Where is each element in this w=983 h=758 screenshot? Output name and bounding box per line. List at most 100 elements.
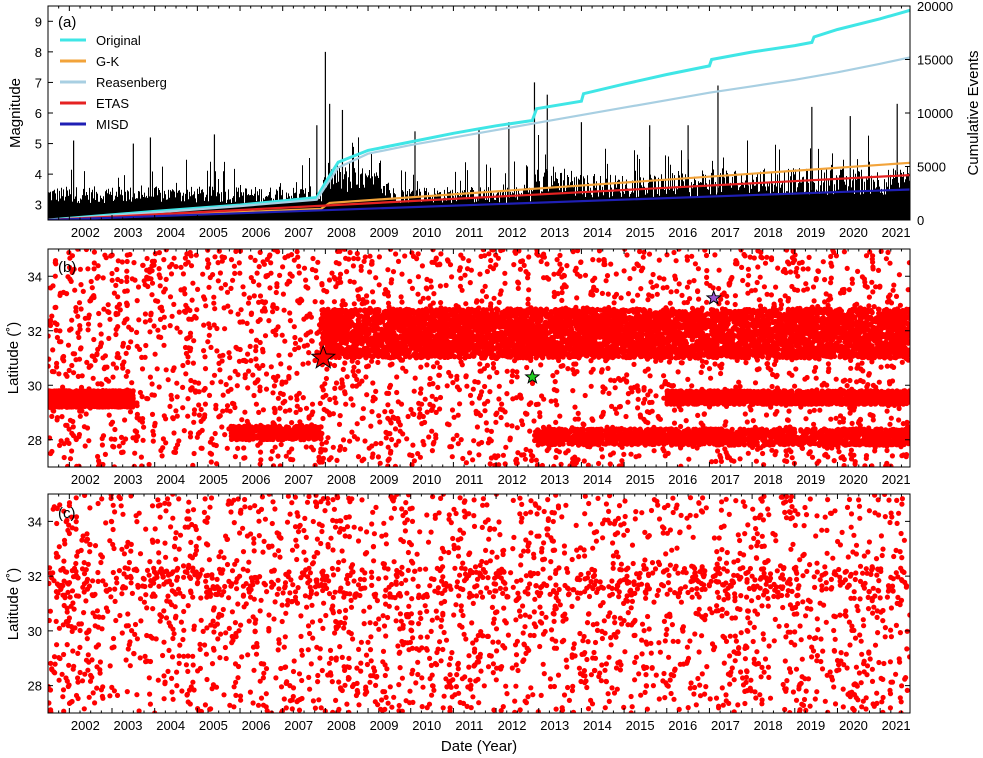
event-point	[287, 407, 293, 413]
event-point	[73, 305, 79, 311]
event-point	[854, 301, 860, 307]
event-point	[194, 307, 200, 313]
event-point	[342, 360, 348, 366]
event-point	[66, 367, 72, 373]
event-point	[396, 419, 402, 425]
event-point	[607, 461, 613, 467]
event-point	[527, 448, 534, 454]
event-point	[276, 352, 282, 358]
event-point	[320, 387, 326, 393]
event-point	[54, 364, 60, 370]
event-point	[253, 401, 259, 407]
event-point	[144, 267, 150, 273]
event-point	[322, 447, 328, 453]
event-point	[124, 316, 130, 322]
event-point	[234, 383, 240, 389]
event-point	[745, 450, 751, 456]
event-point	[867, 412, 873, 418]
event-point	[388, 409, 394, 415]
x-tick-label: 2018	[754, 225, 783, 240]
event-point	[344, 374, 350, 380]
event-point	[411, 388, 417, 394]
x-tick-label: 2010	[412, 225, 441, 240]
event-point	[112, 436, 118, 442]
event-point	[828, 275, 834, 281]
event-point	[346, 256, 352, 262]
event-point	[340, 383, 346, 389]
event-point	[340, 366, 346, 372]
event-point	[557, 268, 563, 274]
event-point	[347, 438, 353, 444]
event-point	[862, 463, 868, 467]
event-point	[283, 453, 289, 459]
event-point	[219, 254, 225, 260]
event-point	[385, 415, 391, 421]
event-point	[837, 419, 843, 425]
event-point	[48, 356, 52, 362]
event-point	[718, 458, 725, 464]
event-point	[354, 250, 360, 257]
event-point	[236, 260, 242, 266]
event-point	[490, 249, 496, 253]
event-point	[320, 415, 326, 422]
event-point	[161, 257, 167, 263]
event-point	[187, 434, 194, 440]
event-point	[826, 366, 832, 372]
series-line-etas	[48, 174, 910, 220]
event-point	[287, 310, 293, 316]
x-tick-label: 2005	[199, 225, 228, 240]
event-point	[519, 418, 525, 424]
event-point	[112, 426, 118, 433]
event-point	[817, 407, 823, 413]
event-point	[684, 284, 691, 290]
event-point	[678, 463, 684, 467]
event-point	[220, 352, 226, 358]
x-tick-label: 2002	[71, 225, 100, 240]
event-point	[474, 424, 480, 430]
event-point	[457, 283, 463, 289]
event-point	[668, 289, 674, 295]
event-point	[560, 363, 566, 369]
event-point	[459, 287, 465, 293]
event-point	[350, 402, 356, 408]
event-point	[286, 365, 292, 371]
event-point	[89, 353, 95, 359]
event-point	[575, 410, 581, 416]
event-point	[764, 361, 771, 367]
event-point	[228, 309, 234, 315]
event-point	[78, 345, 84, 351]
event-point	[678, 423, 684, 430]
event-point	[376, 282, 382, 288]
event-point	[174, 380, 180, 386]
event-point	[753, 458, 760, 464]
x-tick-label: 2019	[796, 225, 825, 240]
event-point	[482, 383, 488, 390]
event-point	[437, 283, 443, 289]
event-point	[785, 259, 791, 265]
event-point	[468, 267, 474, 273]
event-point	[330, 444, 336, 450]
event-point	[228, 285, 234, 291]
event-point	[736, 379, 742, 385]
event-point	[354, 436, 361, 442]
event-point	[134, 411, 140, 417]
event-point	[273, 289, 279, 296]
event-point	[205, 264, 211, 270]
event-point	[282, 338, 288, 344]
event-point	[85, 266, 91, 272]
event-point	[214, 348, 220, 354]
x-tick-label: 2004	[156, 225, 185, 240]
event-point	[463, 373, 469, 379]
event-point	[716, 267, 722, 273]
event-point	[756, 297, 762, 303]
event-point	[343, 401, 349, 407]
event-point	[232, 404, 238, 411]
event-point	[605, 291, 611, 297]
event-point	[233, 249, 239, 254]
event-point	[431, 439, 437, 445]
event-point	[648, 279, 654, 285]
event-point	[647, 373, 653, 379]
event-point	[187, 330, 194, 336]
event-point	[477, 271, 483, 277]
event-point	[514, 369, 520, 375]
